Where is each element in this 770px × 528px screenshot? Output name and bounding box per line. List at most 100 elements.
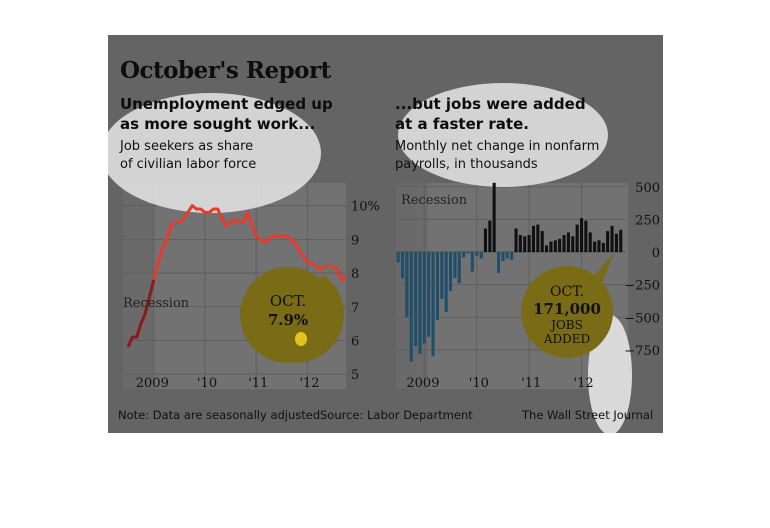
left-y-tick-label: 10% (351, 200, 380, 215)
payroll-bar (435, 252, 439, 320)
payroll-bar (580, 218, 584, 252)
payroll-bar (453, 252, 457, 279)
right-y-tick-label: −750 (624, 344, 660, 359)
payroll-bar (566, 232, 570, 252)
right-y-tick-label: 250 (635, 213, 660, 228)
payroll-bar (584, 220, 588, 252)
left-y-tick-label: 5 (351, 368, 359, 383)
payroll-bar (470, 252, 474, 272)
payroll-bar (501, 252, 505, 262)
payroll-bar (575, 224, 579, 252)
payroll-bar (475, 252, 479, 256)
payroll-bar (510, 252, 514, 260)
payroll-bar (549, 241, 553, 252)
right-callout-line4: ADDED (543, 332, 590, 346)
left-y-tick-label: 8 (351, 267, 359, 282)
payroll-bar (418, 252, 422, 354)
right-x-tick-label: '12 (574, 376, 594, 391)
right-subtitle-line1: Monthly net change in nonfarm (395, 139, 600, 154)
payroll-bar (462, 252, 466, 258)
payroll-bar (536, 224, 540, 252)
payroll-bar (440, 252, 444, 299)
payroll-bar (523, 236, 527, 252)
left-headline-line2: as more sought work... (120, 115, 316, 133)
right-x-tick-label: 2009 (406, 376, 439, 391)
right-headline-line1: ...but jobs were added (395, 95, 586, 113)
payroll-bar (531, 225, 535, 252)
payroll-bar (431, 252, 435, 357)
page-title: October's Report (120, 57, 331, 84)
payroll-bar (610, 225, 614, 252)
left-x-tick-label: '12 (299, 376, 319, 391)
payroll-bar (601, 242, 605, 252)
payroll-bar (422, 252, 426, 344)
payroll-bar (414, 252, 418, 346)
payroll-bar (449, 252, 453, 292)
right-callout-line3: JOBS (549, 318, 583, 332)
left-y-tick-label: 7 (351, 301, 359, 316)
right-x-tick-label: '11 (521, 376, 541, 391)
left-headline-line1: Unemployment edged up (120, 95, 333, 113)
payroll-bar (457, 252, 461, 284)
unemployment-line (152, 204, 347, 282)
payroll-bar (593, 241, 597, 252)
left-callout-month: OCT. (270, 292, 306, 310)
right-y-tick-label: 500 (635, 181, 660, 196)
payroll-bar (514, 228, 518, 252)
left-callout-value: 7.9% (268, 311, 308, 329)
footer-note: Note: Data are seasonally adjusted (118, 408, 321, 422)
left-subtitle-line1: Job seekers as share (120, 139, 254, 154)
payroll-bar (466, 252, 470, 254)
right-y-tick-label: 0 (652, 246, 660, 261)
unemployment-line-early (126, 279, 156, 348)
right-subtitle-line2: payrolls, in thousands (395, 157, 538, 172)
left-subtitle-line2: of civilian labor force (120, 157, 257, 172)
right-callout-month: OCT. (550, 284, 584, 300)
payroll-bar (614, 233, 618, 252)
payroll-bar (606, 231, 610, 252)
left-recession-label: Recession (123, 296, 190, 311)
payroll-bar (405, 252, 409, 318)
payroll-bar (444, 252, 448, 312)
right-x-tick-label: '10 (469, 376, 489, 391)
left-recession-band (123, 183, 153, 389)
payroll-bar (427, 252, 431, 337)
footer-credit: The Wall Street Journal (522, 408, 654, 422)
right-y-tick-label: −250 (624, 279, 660, 294)
left-x-tick-label: 2009 (136, 376, 169, 391)
charts-canvas: 10% 9 8 7 6 5 2009 '10 '11 '12 500 250 0 −250 −500 −75… (108, 83, 660, 433)
payroll-bar (505, 252, 509, 259)
payroll-bar (597, 240, 601, 252)
right-callout-value: 171,000 (533, 300, 601, 318)
payroll-bar (562, 235, 566, 252)
payroll-bar (619, 229, 623, 252)
left-callout-bubble (240, 267, 336, 363)
left-x-tick-label: '11 (248, 376, 268, 391)
left-y-tick-label: 6 (351, 334, 359, 349)
payroll-bar (588, 232, 592, 252)
payroll-bar (409, 252, 413, 362)
infographic-panel: 10% 9 8 7 6 5 2009 '10 '11 '12 500 250 0 −250 −500 −75… (108, 35, 663, 433)
right-highlight-oval (398, 83, 608, 187)
right-callout-bubble (521, 266, 613, 358)
left-highlight-oval (108, 93, 321, 213)
payroll-bar (492, 182, 496, 252)
left-x-tick-label: '10 (197, 376, 217, 391)
right-headline-line2: at a faster rate. (395, 115, 529, 133)
payroll-bar (479, 252, 483, 259)
payroll-bar (540, 231, 544, 252)
payroll-bar (396, 252, 400, 263)
left-callout-dot (295, 332, 307, 346)
payroll-bar (545, 245, 549, 252)
left-y-tick-label: 9 (351, 233, 359, 248)
payroll-bar (527, 235, 531, 252)
payroll-bar (497, 252, 501, 273)
payroll-bar (488, 220, 492, 252)
right-y-tick-label: −500 (624, 311, 660, 326)
payroll-bar (483, 228, 487, 252)
payroll-bar (553, 240, 557, 252)
payroll-bar (558, 238, 562, 252)
footer-source: Source: Labor Department (320, 408, 473, 422)
right-recession-label: Recession (401, 193, 468, 208)
payroll-bar (571, 236, 575, 252)
